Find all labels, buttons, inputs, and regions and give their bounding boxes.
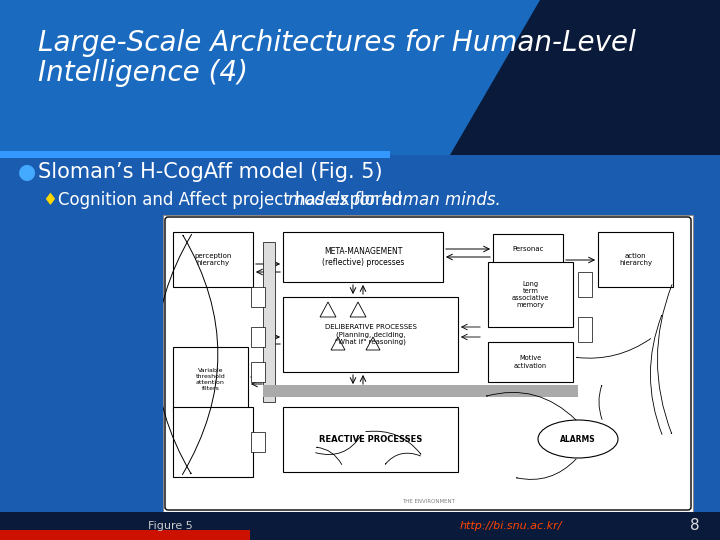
Bar [488,342,573,382]
Bar [173,232,253,287]
FancyArrowPatch shape [517,459,576,480]
Text: Motive
activation: Motive activation [514,355,547,368]
FancyArrowPatch shape [315,435,361,455]
Bar [283,407,458,472]
FancyArrowPatch shape [650,315,662,434]
Bar [488,262,573,327]
Text: THE ENVIRONMENT: THE ENVIRONMENT [402,499,454,504]
Text: http://bi.snu.ac.kr/: http://bi.snu.ac.kr/ [460,521,562,531]
FancyArrowPatch shape [385,453,420,464]
Text: action
hierarchy: action hierarchy [619,253,652,266]
Text: perception
hierarchy: perception hierarchy [194,253,232,266]
Bar [263,242,275,402]
FancyArrowPatch shape [599,386,602,420]
Bar [163,215,693,512]
Text: REACTIVE PROCESSES: REACTIVE PROCESSES [319,435,422,444]
FancyArrowPatch shape [156,234,192,474]
Text: Large-Scale Architectures for Human-Level: Large-Scale Architectures for Human-Leve… [38,29,636,57]
Text: ALARMS: ALARMS [560,435,596,443]
Bar [598,232,673,287]
FancyArrowPatch shape [577,339,651,358]
Text: Variable
threshold
attention
filters: Variable threshold attention filters [196,368,225,391]
FancyBboxPatch shape [165,217,691,510]
Text: DELIBERATIVE PROCESSES
(Planning, deciding,
"What if" reasoning): DELIBERATIVE PROCESSES (Planning, decidi… [325,324,416,345]
Bar [173,407,253,477]
Text: Long
term
associative
memory: Long term associative memory [512,281,549,308]
Bar [251,362,265,382]
Bar [493,234,563,264]
Text: Sloman’s H-CogAff model (Fig. 5): Sloman’s H-CogAff model (Fig. 5) [38,162,382,182]
Ellipse shape [538,420,618,458]
FancyArrowPatch shape [366,431,420,454]
FancyArrowPatch shape [317,447,342,464]
Polygon shape [0,0,540,155]
Bar [0,0,720,155]
Bar [578,272,592,297]
Text: Intelligence (4): Intelligence (4) [38,59,248,87]
FancyArrowPatch shape [182,235,218,475]
Bar [251,287,265,307]
Text: Figure 5: Figure 5 [148,521,192,531]
Bar [251,432,265,452]
Text: models for human minds.: models for human minds. [288,191,500,209]
Text: 8: 8 [690,518,700,534]
Text: META-MANAGEMENT
(reflective) processes: META-MANAGEMENT (reflective) processes [322,247,404,267]
Bar [283,297,458,372]
Bar [173,347,248,412]
Text: ●: ● [18,162,36,182]
Text: ♦: ♦ [42,191,57,209]
Text: Personac: Personac [512,246,544,252]
Bar [0,512,720,540]
Bar [251,327,265,347]
Bar [0,151,390,158]
FancyArrowPatch shape [657,285,672,434]
Text: Cognition and Affect project has explored: Cognition and Affect project has explore… [58,191,408,209]
Bar [578,317,592,342]
Bar [263,385,578,397]
FancyArrowPatch shape [487,393,576,420]
Bar [283,232,443,282]
Bar [0,530,250,540]
